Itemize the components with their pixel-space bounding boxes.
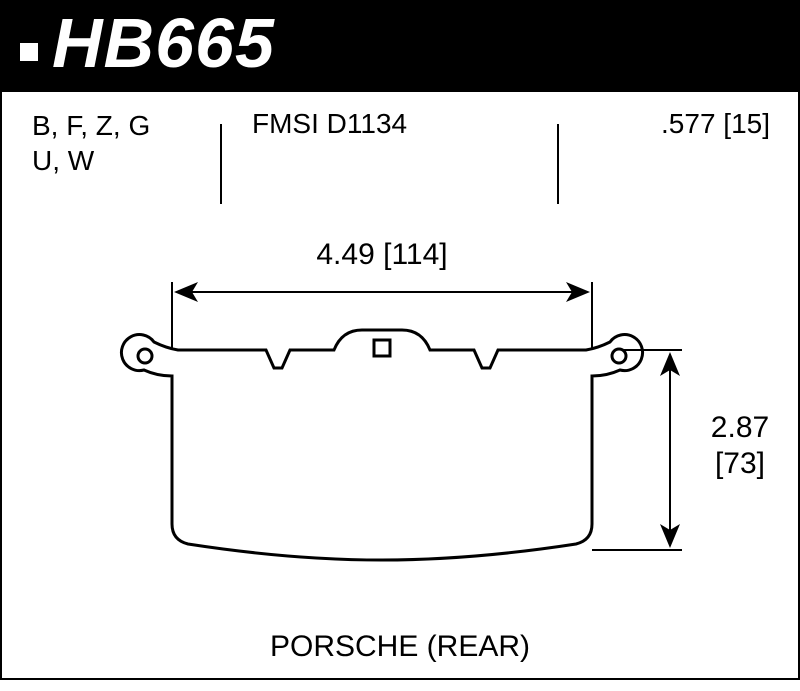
part-number: HB665 [52, 8, 275, 78]
content-area: B, F, Z, G U, W FMSI D1134 .577 [15] 4.4… [0, 90, 800, 680]
header-bar: HB665 [0, 0, 800, 92]
pad-outline [121, 330, 642, 560]
pad-body [172, 390, 592, 560]
header-marker-square [20, 43, 38, 61]
application-label: PORSCHE (REAR) [2, 630, 798, 664]
center-hole [374, 340, 390, 356]
right-mount-hole [612, 349, 626, 363]
brake-pad-drawing [2, 90, 800, 680]
left-mount-hole [138, 349, 152, 363]
